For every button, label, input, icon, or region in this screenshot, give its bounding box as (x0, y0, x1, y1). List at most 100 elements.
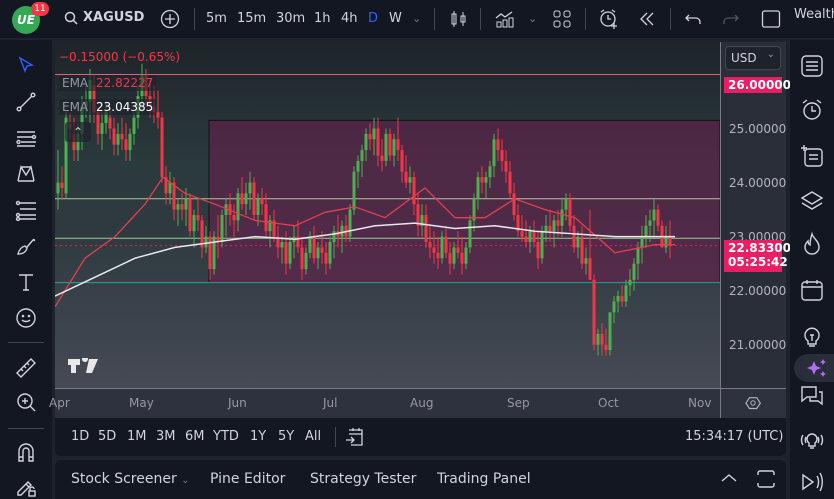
candle-body (640, 236, 644, 248)
maximize-panel-button[interactable] (757, 470, 775, 492)
price-tick: 22.00000 (729, 283, 787, 298)
alerts-button[interactable] (798, 96, 826, 124)
time-axis[interactable]: Apr May Jun Jul Aug Sep Oct Nov (49, 388, 786, 419)
candle-body (220, 215, 224, 243)
intervals-dropdown-chevron-icon[interactable]: ⌄ (412, 12, 422, 25)
candle-body (356, 160, 360, 172)
streams-button[interactable] (798, 426, 826, 454)
interval-1h[interactable]: 1h (314, 11, 331, 26)
zoom-in-tool[interactable] (14, 390, 38, 414)
range-5y[interactable]: 5Y (278, 429, 295, 444)
create-alert-button[interactable] (598, 0, 620, 44)
brand-text: Wealth (794, 7, 834, 22)
interval-4h[interactable]: 4h (341, 11, 358, 26)
divider (585, 8, 586, 30)
pencil-lock-icon (17, 481, 36, 497)
tradingview-logo[interactable] (67, 356, 99, 378)
interval-30m[interactable]: 30m (276, 11, 306, 26)
candle-body (588, 258, 592, 280)
trend-line-tool[interactable] (14, 90, 38, 114)
play-signal-icon (802, 472, 823, 492)
tab-strategy-tester[interactable]: Strategy Tester (310, 471, 417, 487)
candle-body (464, 247, 468, 264)
redo-icon (723, 14, 739, 24)
candle-body (300, 247, 304, 270)
undo-button[interactable] (684, 0, 702, 41)
candle-body (360, 150, 364, 161)
range-1d[interactable]: 1D (71, 429, 90, 444)
cursor-tool[interactable] (14, 54, 38, 78)
magnet-tool[interactable] (14, 440, 38, 464)
pattern-tool[interactable] (14, 162, 38, 186)
horizontal-lines-tool[interactable] (14, 126, 38, 150)
interval-5m[interactable]: 5m (206, 11, 227, 26)
chart-pane[interactable]: −0.15000 (−0.65%) EMA 22.82227 EMA 23.04… (55, 42, 720, 388)
currency-select[interactable]: USD ⌄ (725, 46, 781, 70)
brush-icon (17, 238, 36, 255)
layouts-button[interactable] (553, 0, 571, 42)
expand-panel-button[interactable] (720, 470, 738, 490)
ema-slow-label: EMA (62, 100, 89, 114)
rewind-icon (640, 12, 654, 26)
brush-tool[interactable] (14, 234, 38, 258)
range-1m[interactable]: 1M (127, 429, 147, 444)
indicators-button[interactable] (494, 0, 516, 43)
interval-w[interactable]: W (389, 11, 402, 26)
tab-pine-editor[interactable]: Pine Editor (210, 471, 286, 487)
fullscreen-button[interactable] (761, 0, 781, 43)
compare-symbol-button[interactable] (160, 0, 180, 43)
candle-body (472, 198, 476, 221)
range-ytd[interactable]: YTD (213, 429, 239, 444)
chats-button[interactable] (798, 382, 826, 410)
tab-trading-panel[interactable]: Trading Panel (437, 471, 531, 487)
price-tick: 21.00000 (729, 337, 787, 352)
tab-stock-screener[interactable]: Stock Screener ⌄ (71, 471, 190, 487)
goto-date-button[interactable] (345, 427, 365, 451)
price-chart[interactable] (55, 42, 720, 388)
ideas-button[interactable] (798, 322, 826, 350)
range-5d[interactable]: 5D (98, 429, 117, 444)
playback-button[interactable] (798, 468, 826, 496)
redo-button[interactable] (722, 0, 740, 41)
chart-type-button[interactable] (450, 0, 468, 43)
range-3m[interactable]: 3M (156, 429, 176, 444)
measure-tool[interactable] (14, 356, 38, 380)
replay-button[interactable] (638, 0, 656, 41)
ema-slow-line[interactable] (55, 222, 675, 297)
candle-body (596, 333, 600, 345)
utc-clock[interactable]: 15:34:17 (UTC) (685, 429, 784, 444)
chart-settings-button[interactable] (745, 395, 762, 415)
symbol-search[interactable]: XAGUSD (64, 10, 144, 25)
range-1y[interactable]: 1Y (250, 429, 267, 444)
bottom-panel-tabs: Stock Screener ⌄ Pine Editor Strategy Te… (55, 460, 786, 499)
object-tree-button[interactable] (798, 187, 826, 215)
candle-body (80, 106, 84, 134)
candle-body (636, 247, 640, 264)
candle-body (580, 236, 584, 264)
indicators-dropdown-chevron-icon[interactable]: ⌄ (528, 12, 538, 25)
collapse-legend-button[interactable]: ⌃ (65, 122, 91, 142)
candle-body (656, 209, 660, 226)
hotlists-button[interactable] (798, 230, 826, 258)
fib-tool[interactable] (14, 198, 38, 222)
range-6m[interactable]: 6M (185, 429, 205, 444)
ema-fast-line[interactable] (55, 176, 675, 308)
watchlist-button[interactable] (798, 52, 826, 80)
calendar-button[interactable] (798, 276, 826, 304)
range-all[interactable]: All (305, 429, 322, 444)
interval-15m[interactable]: 15m (237, 11, 267, 26)
text-tool[interactable] (14, 270, 38, 294)
lock-drawings-tool[interactable] (14, 474, 38, 498)
candle-body (548, 225, 552, 232)
candle-body (340, 225, 344, 237)
ema-fast-legend[interactable]: EMA 22.82227 (59, 75, 157, 91)
ema-slow-legend[interactable]: EMA 23.04385 (59, 99, 157, 115)
price-axis[interactable]: USD ⌄ 25.00000 24.00000 23.00000 22.00000 21… (720, 42, 791, 388)
candle-body (164, 177, 168, 194)
add-list-button[interactable] (798, 142, 826, 170)
candle-body (372, 128, 376, 140)
ai-assistant-button[interactable] (794, 354, 834, 382)
candle-body (124, 139, 128, 151)
emoji-tool[interactable] (14, 306, 38, 330)
interval-d[interactable]: D (368, 11, 379, 26)
